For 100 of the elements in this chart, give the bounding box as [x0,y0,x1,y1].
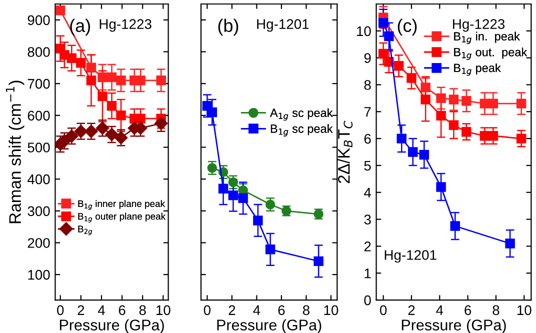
x-axis-title: Pressure (GPa) [402,319,506,333]
x-tick-label: 2 [408,305,415,315]
point [378,48,388,59]
point [156,76,166,86]
point [396,134,406,144]
point [378,18,388,28]
x-tick-label: 4 [98,305,105,315]
x-tick-label: 2 [228,305,236,315]
point [253,216,263,226]
point [436,93,446,104]
point [394,61,404,71]
x-tick-label: 6 [464,305,472,316]
point [420,94,430,104]
x-tick-label: 6 [278,305,285,316]
point [106,72,117,82]
y-tick-label: 10 [357,26,371,36]
y-axis-title: 2Δ/K$_{B}$T$_{C}$ [338,120,353,184]
point [406,73,416,83]
point [436,110,446,121]
legend-label: B$_{1g}$ peak [454,63,501,76]
y-tick-label: 1 [364,268,371,278]
annotation: Hg-1223 [100,19,152,32]
y-tick-label: 800 [28,47,50,57]
x-tick-label: 8 [302,305,310,316]
point [450,221,460,231]
x-tick-label: 10 [156,305,170,316]
point [228,190,238,200]
y-tick-label: 900 [28,15,50,26]
point [265,244,276,254]
point [448,120,459,130]
y-tick-label: 2 [364,242,371,252]
y-tick-label: 6 [364,134,371,144]
annotation: (a) [70,18,90,36]
legend-label: B$_{1g}$ inner plane peak [78,200,166,210]
point [238,193,248,204]
y-tick-label: 400 [27,174,50,184]
y-tick-label: 7 [364,107,371,117]
point [76,58,86,68]
point [136,114,146,124]
point [462,96,472,106]
x-tick-label: 2 [78,305,84,315]
y-tick-label: 5 [364,160,371,171]
y-tick-label: 100 [28,270,50,280]
point [86,62,96,73]
point [116,76,126,86]
point [448,94,459,104]
y-tick-label: 3 [364,214,371,224]
point [136,76,146,86]
point [384,31,394,42]
annotation: Hg-1223 [453,19,505,32]
point [462,126,472,137]
point [408,147,418,157]
point [505,238,515,248]
x-tick-label: 6 [118,305,126,316]
y-tick-label: 4 [364,188,372,198]
point [436,182,446,192]
x-axis-title: Pressure (GPa) [217,319,322,333]
legend-label: B$_{1g}$ in. peak [454,32,520,44]
x-tick-label: 0 [204,305,211,316]
point [516,134,526,144]
x-tick-label: 0 [380,305,387,316]
legend-label: B$_{1g}$ sc peak [270,124,333,136]
legend-label: B$_{1g}$ out. peak [454,48,528,60]
point [207,107,217,118]
point [98,72,108,82]
x-tick-label: 4 [436,305,444,315]
point [420,82,430,92]
point [516,98,526,108]
x-axis-title: Pressure (GPa) [60,319,164,333]
y-tick-label: 600 [28,110,50,121]
point [86,76,96,86]
annotation: (c) [398,18,417,36]
y-tick-label: 8 [364,80,371,90]
y-tick-label: 300 [28,206,50,216]
x-tick-label: 8 [139,305,146,316]
point [314,256,324,266]
point [116,110,126,120]
legend-label: B$_{2g}$ [78,226,92,236]
point [106,100,117,111]
annotation: (b) [218,18,238,36]
point [207,163,217,173]
y-tick-label: 200 [28,238,50,248]
annotation: Hg-1201 [257,19,309,32]
y-tick-label: 700 [28,78,50,89]
point [480,98,490,108]
x-tick-label: 8 [492,305,500,316]
y-tick-label: 9 [364,53,371,63]
annotation: Hg-1201 [384,250,436,263]
point [66,53,77,63]
point [419,150,430,160]
x-tick-label: 0 [57,305,64,316]
legend-label: B$_{1g}$ outer plane peak [78,212,166,222]
x-tick-label: 4 [253,305,260,315]
y-tick-label: 0 [364,295,371,306]
x-tick-label: 10 [324,305,338,316]
y-tick-label: 500 [28,142,50,152]
legend-label: A$_{1g}$ sc peak [270,108,333,121]
point [488,98,498,108]
point [265,200,276,210]
y-axis-title: Raman shift (cm$^{−1}$) [6,80,24,224]
